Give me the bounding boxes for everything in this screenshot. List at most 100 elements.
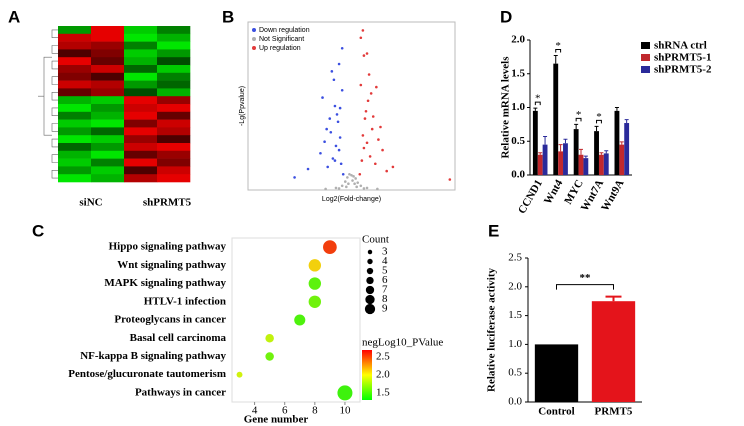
legend-swatch xyxy=(641,42,650,49)
point xyxy=(329,130,333,134)
heat-cell xyxy=(157,65,191,74)
bar xyxy=(619,144,625,175)
heat-cell xyxy=(91,80,125,89)
point xyxy=(365,52,369,55)
heat-cell xyxy=(58,88,92,97)
bar xyxy=(614,110,620,175)
heat-cell xyxy=(91,143,125,152)
error-bar xyxy=(553,55,558,64)
size-legend-label: 6 xyxy=(382,274,388,286)
size-legend-label: 9 xyxy=(382,303,388,315)
x-tick-label: 10 xyxy=(339,405,351,417)
heat-cell xyxy=(124,33,158,42)
heat-cell xyxy=(157,57,191,66)
heat-cell xyxy=(157,33,191,42)
heat-cell xyxy=(58,158,92,167)
y-tick-label: 1.5 xyxy=(511,67,525,79)
category-label: Hippo signaling pathway xyxy=(109,241,227,253)
point xyxy=(337,62,341,66)
error-bar xyxy=(594,125,599,132)
bar xyxy=(537,154,543,175)
bar xyxy=(563,143,568,175)
point xyxy=(353,182,356,185)
sig-label: * xyxy=(596,111,602,123)
size-legend-label: 5 xyxy=(382,265,388,277)
heat-cell xyxy=(58,41,92,50)
x-tick-label: PRMT5 xyxy=(595,406,633,418)
heat-cell xyxy=(157,150,191,159)
error-bar xyxy=(583,155,588,159)
color-tick-label: 2.0 xyxy=(376,369,390,381)
heat-cell xyxy=(124,26,158,35)
color-bar xyxy=(362,350,372,400)
heat-cell xyxy=(58,111,92,120)
x-tick-label: CCND1 xyxy=(516,178,545,216)
point xyxy=(448,178,452,181)
dot xyxy=(337,385,353,401)
legend-swatch xyxy=(641,66,650,73)
point xyxy=(336,120,340,124)
heat-cell xyxy=(157,88,191,97)
legend-label: shRNA ctrl xyxy=(654,40,707,52)
point xyxy=(293,176,296,179)
heat-cell xyxy=(58,80,92,89)
dendrogram xyxy=(51,123,58,132)
size-legend-label: 4 xyxy=(382,255,388,267)
sig-label: * xyxy=(576,109,582,121)
y-axis-title: -Lg(Ppvalue) xyxy=(239,86,246,126)
heat-cell xyxy=(157,158,191,167)
point xyxy=(351,179,354,182)
y-tick-label: 0.0 xyxy=(508,396,522,408)
point xyxy=(332,78,336,82)
dendrogram xyxy=(51,29,58,38)
error-bar xyxy=(604,150,609,154)
dot xyxy=(323,240,337,254)
point xyxy=(375,85,378,89)
point xyxy=(341,172,345,176)
point xyxy=(365,186,369,190)
bar xyxy=(598,154,604,175)
bar xyxy=(542,144,548,175)
error-bar xyxy=(543,136,548,145)
heat-cell xyxy=(157,26,191,35)
error-bar xyxy=(574,123,579,130)
heat-cell xyxy=(58,119,92,128)
heat-cell xyxy=(124,127,158,136)
point xyxy=(335,113,339,116)
size-legend-dot xyxy=(366,276,374,285)
heat-cell xyxy=(58,26,92,35)
point xyxy=(334,144,338,148)
y-tick-label: 1.0 xyxy=(511,101,525,113)
size-legend-dot xyxy=(364,303,376,315)
group-label: siNC xyxy=(79,197,102,209)
y-tick-label: 0.5 xyxy=(511,135,525,147)
x-axis-title: Gene number xyxy=(244,414,309,426)
heat-cell xyxy=(124,158,158,167)
error-bar xyxy=(599,152,604,155)
dendrogram xyxy=(51,45,58,54)
heat-cell xyxy=(157,119,191,128)
dendrogram xyxy=(51,107,58,116)
heat-cell xyxy=(157,143,191,152)
dot xyxy=(265,333,274,343)
point xyxy=(346,176,349,179)
point xyxy=(364,109,368,113)
heat-cell xyxy=(157,104,191,113)
sig-label: * xyxy=(555,40,561,52)
bar xyxy=(534,344,579,402)
sig-bracket xyxy=(556,284,614,290)
plot-frame xyxy=(247,21,456,191)
category-label: MAPK signaling pathway xyxy=(104,277,226,289)
y-tick-label: 1.0 xyxy=(508,338,522,350)
heat-cell xyxy=(157,41,191,50)
point xyxy=(365,141,369,145)
x-tick-label: 4 xyxy=(252,405,258,417)
heat-cell xyxy=(58,166,92,175)
bar xyxy=(591,301,636,402)
bar xyxy=(578,154,584,175)
y-tick-label: 2.0 xyxy=(511,34,525,46)
point xyxy=(330,70,334,73)
point xyxy=(333,159,337,162)
y-tick-label: 1.5 xyxy=(508,309,522,321)
point xyxy=(348,172,351,176)
